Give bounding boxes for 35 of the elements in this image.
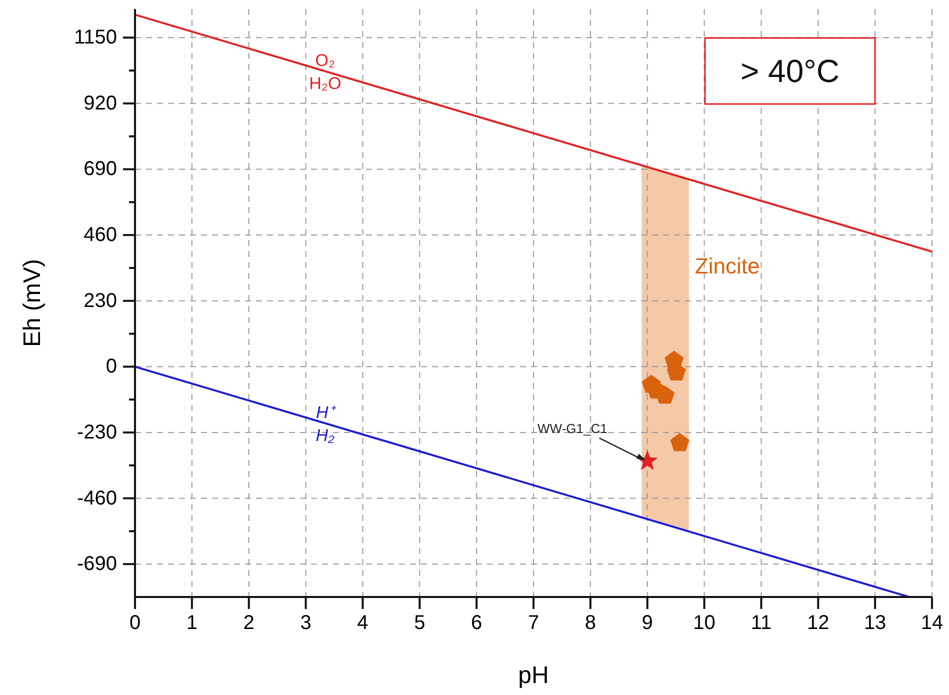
x-tick-label: 9 [642, 612, 653, 634]
y-tick-label: 460 [84, 224, 117, 246]
x-tick-label: 7 [528, 612, 540, 634]
x-tick-label: 0 [129, 612, 141, 634]
y-tick-label: 230 [84, 290, 117, 312]
point [636, 450, 658, 470]
x-tick-label: 14 [920, 612, 944, 634]
x-tick-label: 8 [584, 612, 596, 634]
y-tick-label: -460 [76, 487, 117, 510]
x-tick-label: 11 [750, 612, 772, 634]
x-tick-label: 4 [357, 612, 368, 634]
x-tick-label: 6 [471, 612, 482, 634]
x-tick-label: 13 [864, 612, 886, 634]
y-tick-label: -690 [76, 553, 117, 576]
band-label: Zincite [694, 254, 760, 279]
x-tick-label: 5 [414, 612, 426, 634]
y-axis-title: Eh (mV) [19, 258, 46, 348]
annotation: H₂ [316, 426, 336, 445]
y-tick-label: 920 [84, 92, 117, 114]
annotation: H₂O [309, 74, 342, 93]
x-tick-label: 1 [186, 612, 198, 634]
annotation: H⁺ [316, 402, 336, 422]
y-tick-label: 0 [106, 356, 117, 378]
x-tick-label: 12 [807, 612, 830, 634]
annotation: > 40°C [740, 53, 840, 89]
y-tick-label: 1150 [74, 26, 117, 49]
point [670, 433, 690, 452]
x-tick-label: 10 [693, 612, 716, 634]
x-axis-title: pH [518, 662, 549, 689]
annotation: O₂ [315, 50, 336, 70]
x-tick-label: 3 [300, 612, 312, 634]
y-tick-label: 690 [84, 158, 117, 180]
x-tick-label: 2 [243, 612, 254, 634]
y-tick-label: -230 [76, 421, 117, 444]
annotation: WW-G1_C1 [538, 421, 608, 436]
